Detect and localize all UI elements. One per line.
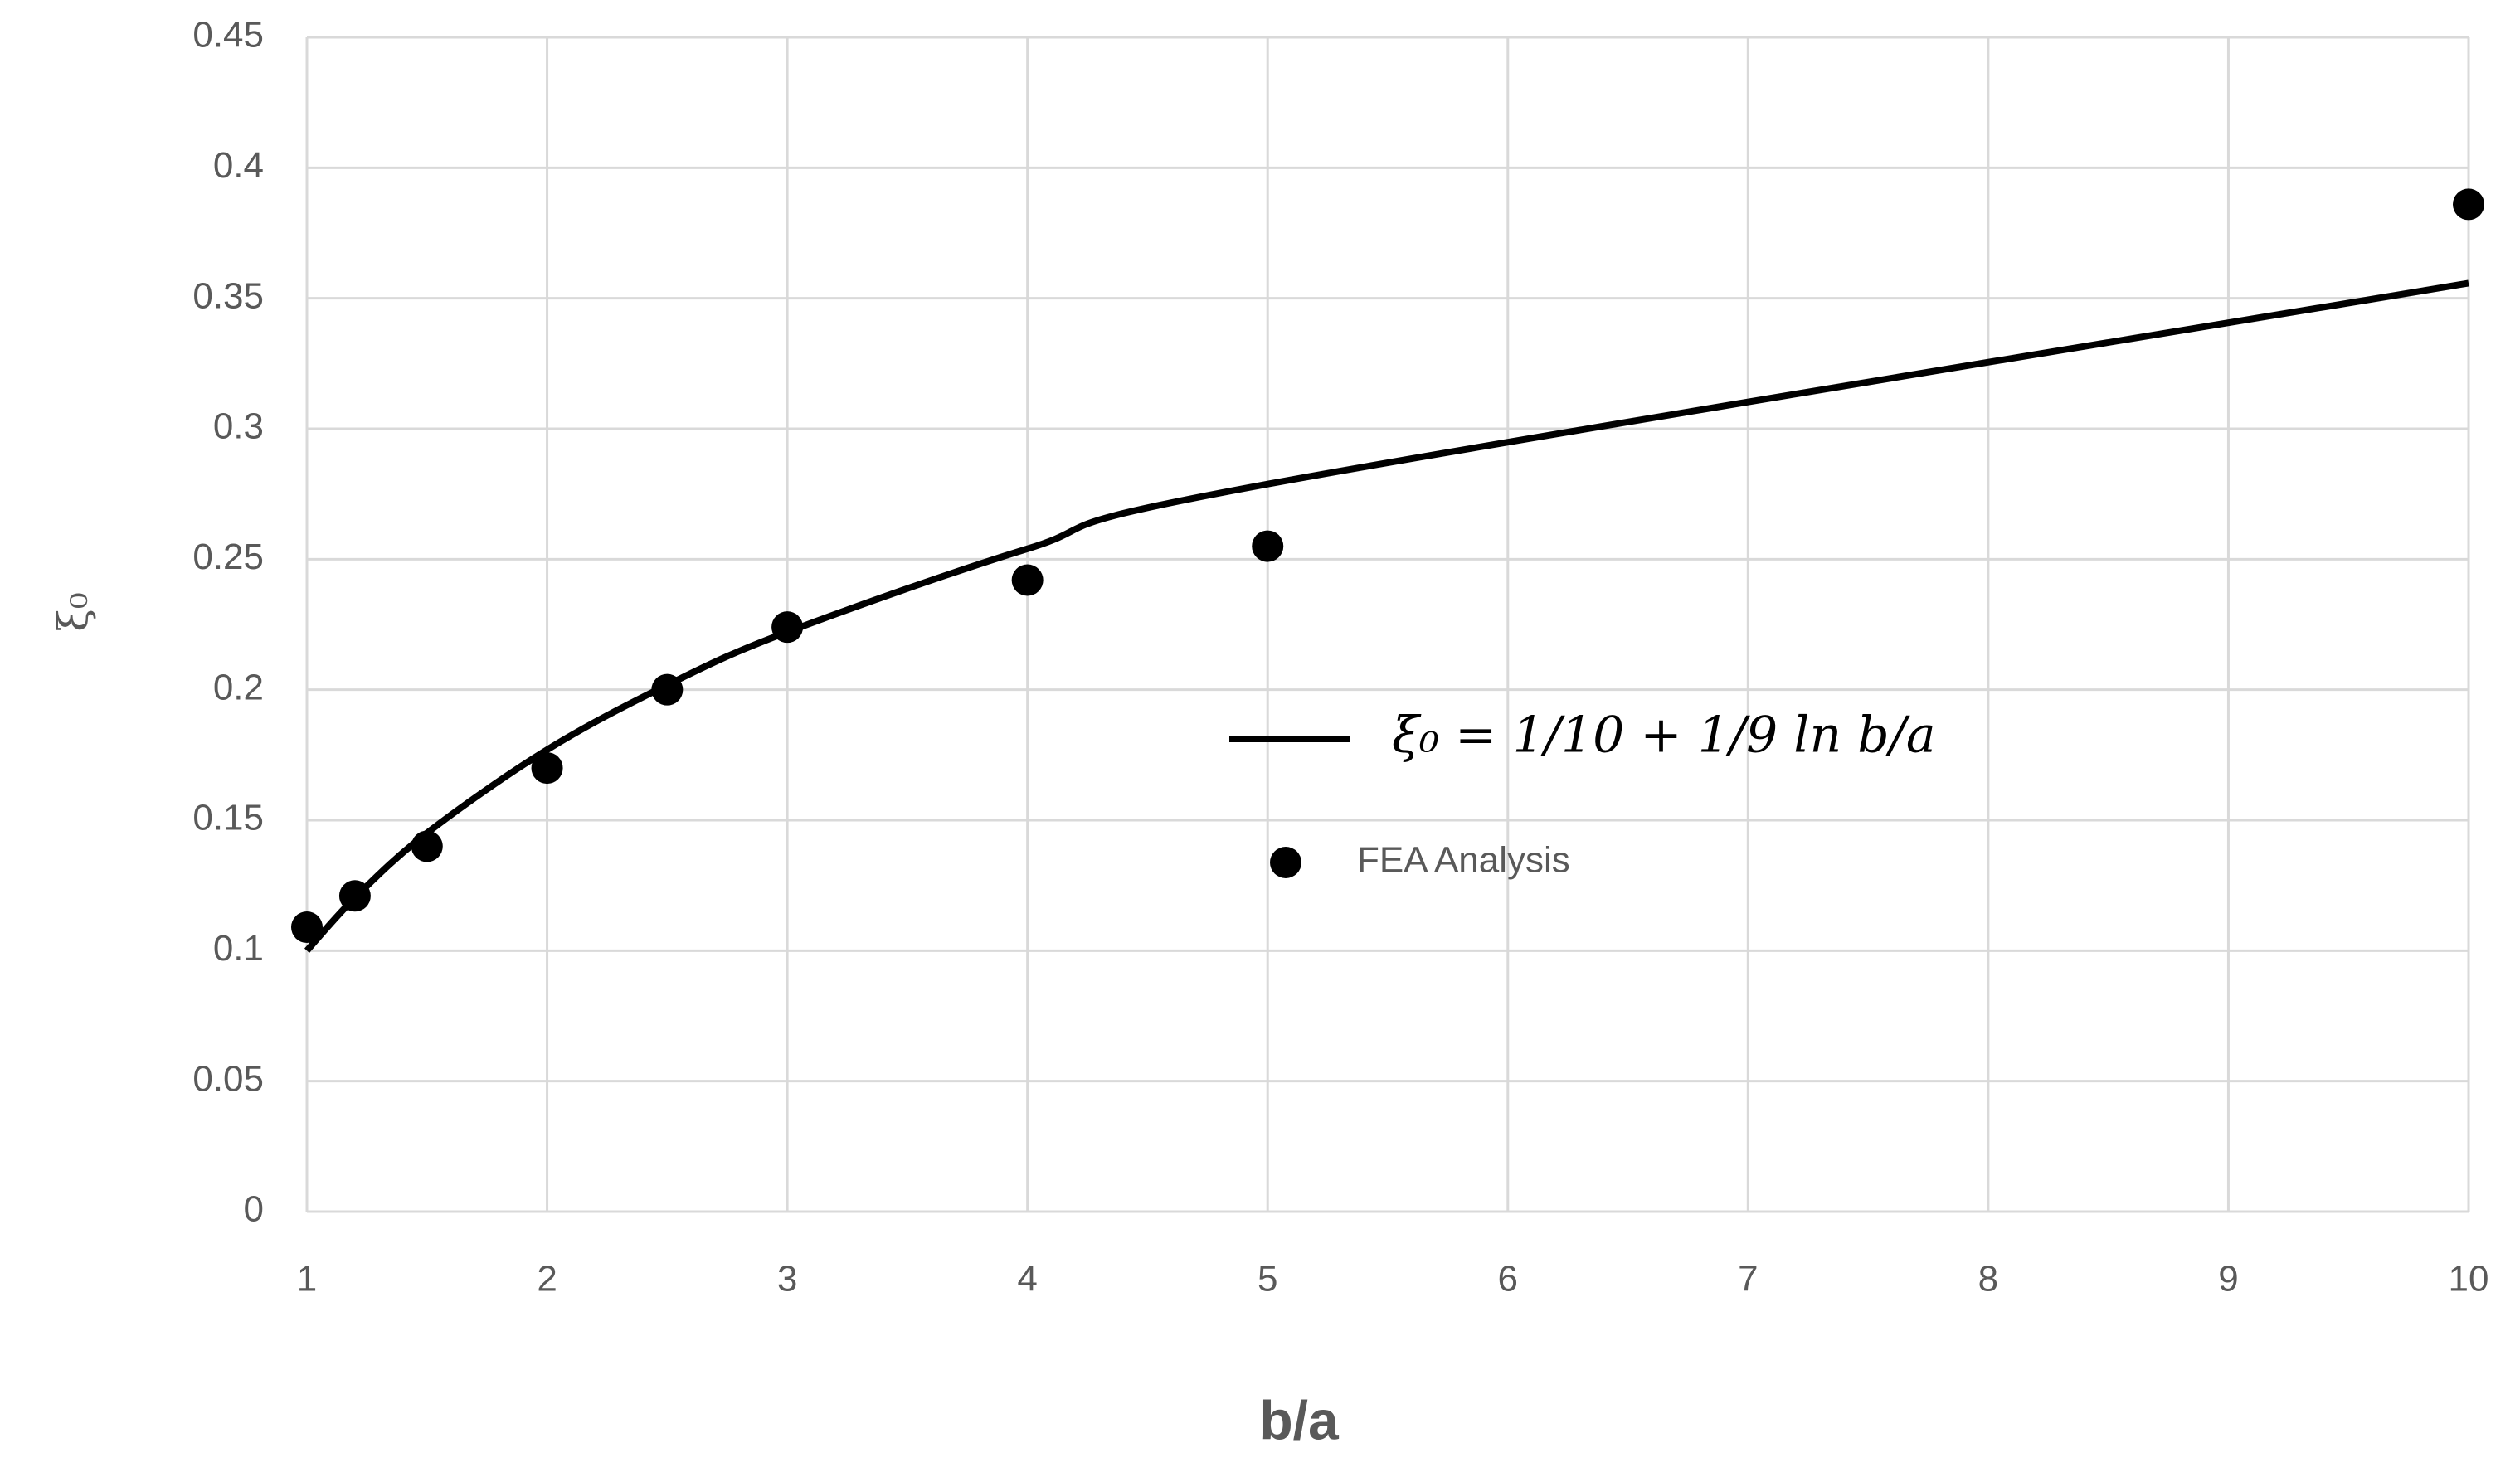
y-tick-label: 0.05 — [192, 1058, 264, 1099]
y-tick-label: 0.25 — [192, 537, 264, 577]
x-tick-label: 8 — [1978, 1259, 1998, 1300]
legend-label: ξ₀ = 1/10 + 1/9 ln b/a — [1392, 707, 1936, 765]
data-point — [1011, 564, 1044, 596]
legend-label: FEA Analysis — [1357, 840, 1570, 881]
x-tick-label: 9 — [2218, 1259, 2238, 1300]
y-tick-label: 0.15 — [192, 798, 264, 838]
data-point — [1252, 530, 1284, 562]
data-point — [531, 752, 563, 785]
x-tick-label: 1 — [297, 1259, 317, 1300]
data-point — [338, 880, 371, 912]
y-tick-label: 0.2 — [213, 667, 264, 707]
legend-marker — [1270, 847, 1301, 878]
y-tick-label: 0.1 — [213, 928, 264, 969]
x-tick-label: 5 — [1258, 1259, 1277, 1300]
x-tick-label: 2 — [537, 1259, 557, 1300]
x-tick-label: 6 — [1498, 1259, 1518, 1300]
data-point — [2453, 188, 2484, 221]
y-tick-label: 0.35 — [192, 275, 264, 316]
y-tick-label: 0 — [244, 1189, 264, 1230]
data-point — [291, 911, 323, 944]
data-point — [771, 611, 804, 644]
x-tick-label: 4 — [1017, 1259, 1037, 1300]
data-point — [651, 673, 684, 706]
y-tick-label: 0.3 — [213, 406, 264, 447]
data-point — [411, 830, 443, 862]
y-axis-label: ξ₀ — [49, 592, 97, 632]
x-axis-label: b/a — [1259, 1389, 1340, 1450]
y-tick-label: 0.45 — [192, 15, 264, 56]
x-tick-label: 7 — [1738, 1259, 1758, 1300]
y-tick-label: 0.4 — [213, 145, 264, 186]
x-tick-label: 3 — [777, 1259, 797, 1300]
x-tick-label: 10 — [2449, 1259, 2489, 1300]
